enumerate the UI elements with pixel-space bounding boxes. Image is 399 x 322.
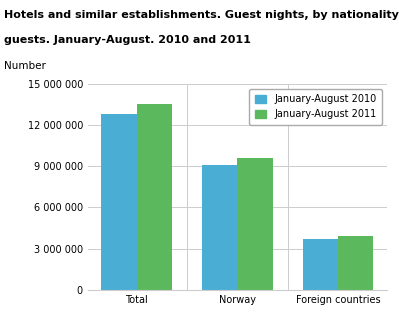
Bar (338, 236, 373, 290)
Bar (237, 158, 273, 290)
Bar (136, 104, 172, 290)
Bar (303, 239, 338, 290)
Bar (101, 114, 136, 290)
Bar (202, 165, 237, 290)
Text: guests. January-August. 2010 and 2011: guests. January-August. 2010 and 2011 (4, 35, 251, 45)
Text: Number: Number (4, 61, 46, 71)
Text: Hotels and similar establishments. Guest nights, by nationality of the: Hotels and similar establishments. Guest… (4, 10, 399, 20)
Legend: January-August 2010, January-August 2011: January-August 2010, January-August 2011 (249, 89, 382, 125)
